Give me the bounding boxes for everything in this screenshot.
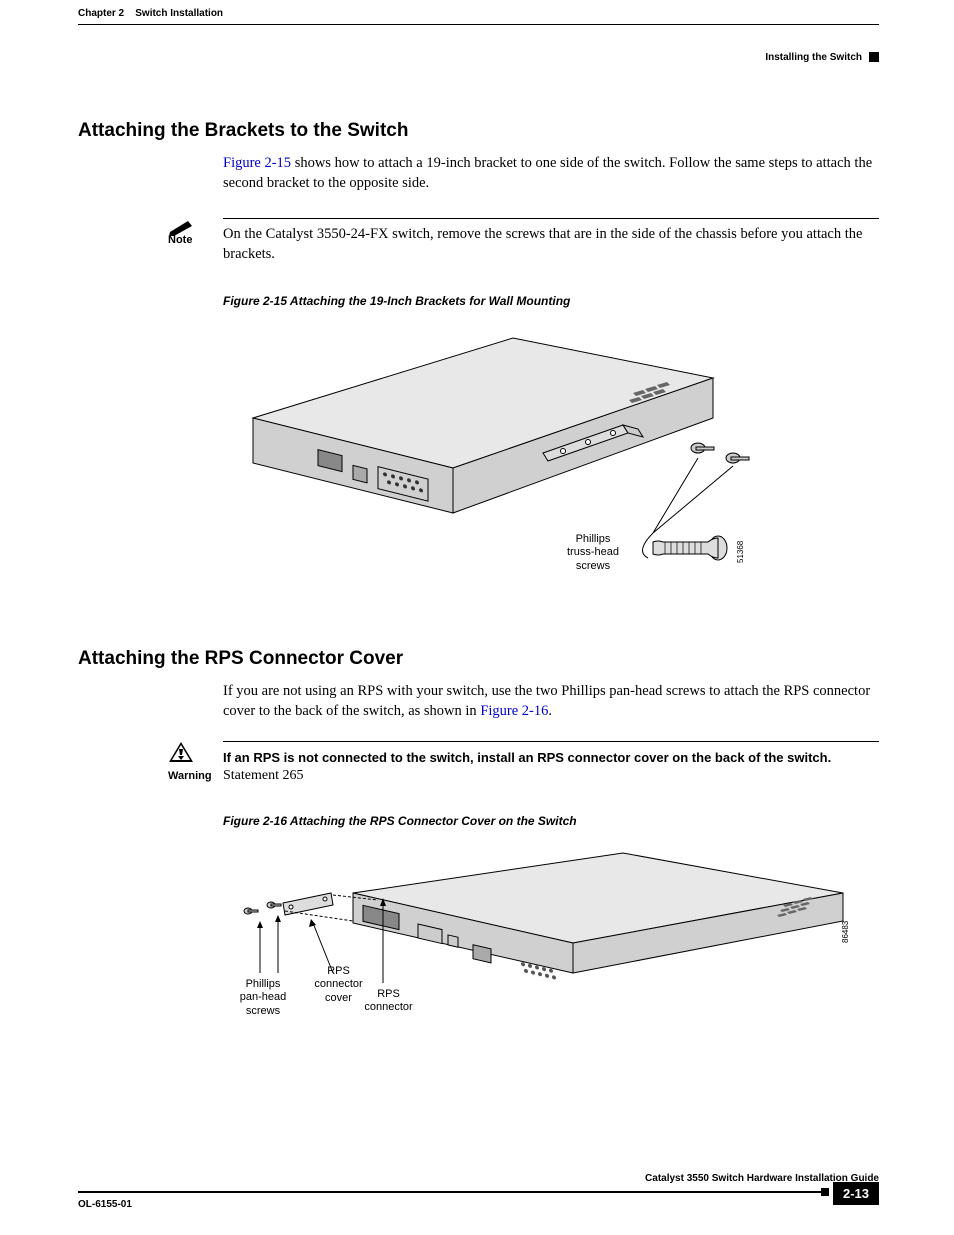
chapter-label: Chapter 2 (78, 8, 124, 19)
fig-2-16-caption: Figure 2-16 Attaching the RPS Connector … (223, 814, 879, 828)
link-fig-2-16[interactable]: Figure 2-16 (480, 703, 548, 719)
page-number: 2-13 (833, 1182, 879, 1205)
fig16-callout-screws: Phillipspan-headscrews (223, 978, 303, 1018)
fig16-callout-connector: RPSconnector (351, 988, 426, 1014)
para-rps: If you are not using an RPS with your sw… (223, 682, 879, 721)
link-fig-2-15[interactable]: Figure 2-15 (223, 155, 291, 171)
figure-2-16: 86483 Phillipspan-headscrews RPSconnecto… (223, 843, 863, 1033)
header-marker (869, 52, 879, 62)
page-footer: Catalyst 3550 Switch Hardware Installati… (78, 1191, 879, 1215)
heading-brackets: Attaching the Brackets to the Switch (78, 120, 879, 142)
warning-triangle-icon (168, 741, 194, 763)
note-label: Note (168, 234, 223, 246)
fig-2-15-caption: Figure 2-15 Attaching the 19-Inch Bracke… (223, 294, 879, 308)
header-chapter: Chapter 2 Switch Installation (78, 8, 223, 19)
warning-label: Warning (168, 770, 223, 782)
fig15-art-id: 51368 (736, 540, 745, 563)
warning-text: If an RPS is not connected to the switch… (223, 750, 831, 765)
fig16-art-id: 86483 (841, 920, 850, 943)
para-rps-post: . (548, 703, 552, 719)
chapter-title: Switch Installation (135, 8, 223, 19)
heading-rps: Attaching the RPS Connector Cover (78, 648, 879, 670)
para-brackets: Figure 2-15 shows how to attach a 19-inc… (223, 154, 879, 193)
warning-statement: Statement 265 (223, 768, 879, 784)
figure-2-15: 51368 Phillips truss-head screws (223, 318, 763, 598)
note-text: On the Catalyst 3550-24-FX switch, remov… (223, 218, 879, 264)
fig15-callout: Phillips truss-head screws (553, 533, 633, 573)
para-brackets-rest: shows how to attach a 19-inch bracket to… (223, 155, 872, 191)
header-rule (78, 24, 879, 25)
footer-doc-id: OL-6155-01 (78, 1199, 132, 1210)
header-section: Installing the Switch (765, 52, 862, 63)
